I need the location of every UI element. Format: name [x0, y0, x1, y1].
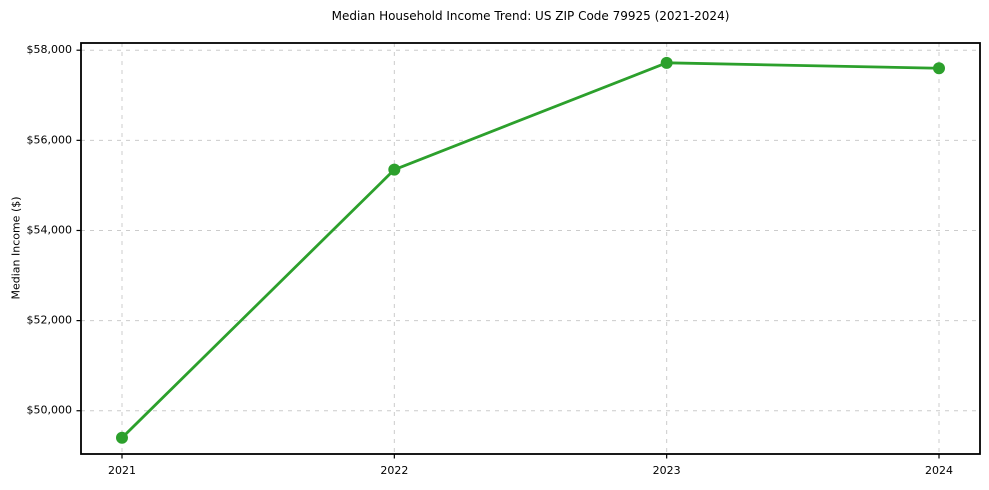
- income-trend-line: [120, 61, 941, 440]
- data-point-marker: [388, 163, 401, 176]
- plot-border: [80, 42, 981, 455]
- data-point-marker: [933, 62, 945, 75]
- chart-title: Median Household Income Trend: US ZIP Co…: [331, 9, 730, 23]
- y-tick-label: $58,000: [27, 43, 73, 56]
- x-tick-label: 2024: [925, 464, 953, 477]
- y-tick-label: $52,000: [27, 314, 73, 327]
- y-tick-label: $50,000: [27, 404, 73, 417]
- x-tick-label: 2023: [653, 464, 681, 477]
- y-tick-label: $56,000: [27, 133, 73, 146]
- data-point-marker: [116, 431, 128, 444]
- y-tick-label: $54,000: [27, 223, 73, 236]
- data-point-marker: [660, 56, 673, 69]
- x-tick-label: 2021: [108, 464, 136, 477]
- x-tick-label: 2022: [380, 464, 408, 477]
